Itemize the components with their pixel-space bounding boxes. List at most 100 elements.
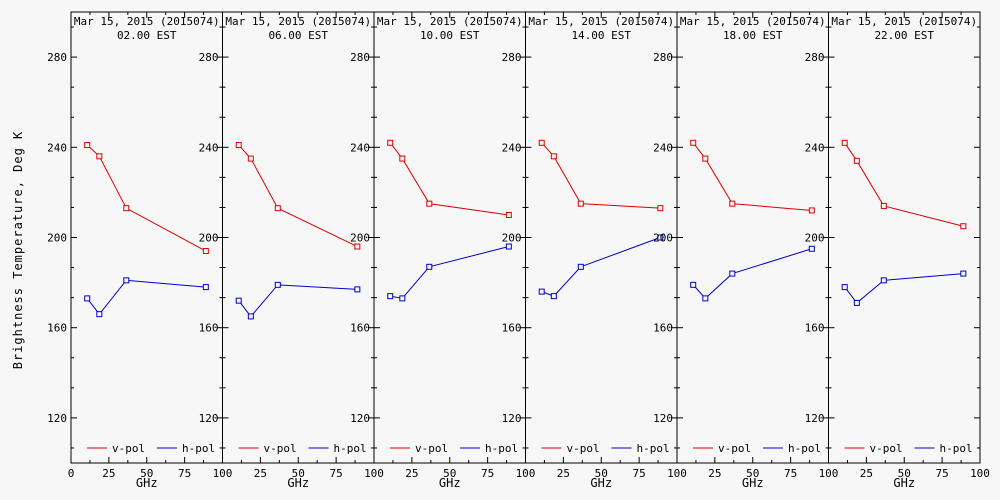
y-tick-label: 240 xyxy=(805,141,825,154)
hpol-line xyxy=(86,279,206,315)
vpol-marker xyxy=(123,205,130,212)
hpol-marker xyxy=(387,293,394,300)
panel-title-time: 02.00 EST xyxy=(117,29,177,42)
vpol-marker xyxy=(354,243,361,250)
hpol-marker xyxy=(354,286,361,293)
vpol-line xyxy=(844,142,964,227)
y-tick-label: 120 xyxy=(653,412,673,425)
x-tick-label: 75 xyxy=(784,467,797,480)
y-tick-label: 160 xyxy=(350,322,370,335)
y-tick-label: 160 xyxy=(653,322,673,335)
panel-title-date: Mar 15, 2015 (2015074) xyxy=(528,15,674,28)
legend-vpol-label: v-pol xyxy=(567,442,600,455)
y-axis-title: Brightness Temperature, Deg K xyxy=(11,131,25,370)
hpol-marker xyxy=(202,284,209,291)
legend-vpol-label: v-pol xyxy=(870,442,903,455)
y-tick-label: 200 xyxy=(805,232,825,245)
hpol-line xyxy=(390,246,509,299)
hpol-line xyxy=(541,237,661,297)
vpol-marker xyxy=(202,248,209,255)
y-tick-label: 160 xyxy=(805,322,825,335)
hpol-marker xyxy=(550,293,557,300)
hpol-marker xyxy=(505,243,512,250)
legend-hpol-label: h-pol xyxy=(182,442,215,455)
x-tick-label: 50 xyxy=(595,467,608,480)
x-tick-label: 25 xyxy=(557,467,570,480)
legend-hpol-label: h-pol xyxy=(637,442,670,455)
x-tick-label: 25 xyxy=(405,467,418,480)
vpol-line xyxy=(389,142,509,216)
vpol-marker xyxy=(702,155,709,162)
x-tick-label: 25 xyxy=(708,467,721,480)
y-tick-label: 120 xyxy=(199,412,219,425)
panel-title-time: 06.00 EST xyxy=(268,29,328,42)
x-tick-label: 75 xyxy=(633,467,646,480)
hpol-marker xyxy=(960,270,967,277)
panel-title-date: Mar 15, 2015 (2015074) xyxy=(680,15,826,28)
y-tick-label: 160 xyxy=(199,322,219,335)
x-tick-label: 50 xyxy=(746,467,759,480)
hpol-marker xyxy=(577,263,584,270)
vpol-marker xyxy=(387,139,394,146)
vpol-marker xyxy=(399,155,406,162)
legend-vpol-label: v-pol xyxy=(112,442,145,455)
x-axis-unit-label: GHz xyxy=(742,476,764,490)
vpol-marker xyxy=(808,207,815,214)
y-tick-label: 280 xyxy=(199,51,219,64)
hpol-marker xyxy=(702,295,709,302)
hpol-marker xyxy=(853,299,860,306)
x-tick-label: 100 xyxy=(213,467,233,480)
vpol-marker xyxy=(690,139,697,146)
hpol-marker xyxy=(538,288,545,295)
x-tick-label: 50 xyxy=(898,467,911,480)
vpol-marker xyxy=(960,223,967,230)
y-tick-label: 200 xyxy=(199,232,219,245)
vpol-marker xyxy=(84,142,91,149)
y-tick-label: 160 xyxy=(47,322,67,335)
y-tick-label: 280 xyxy=(805,51,825,64)
hpol-marker xyxy=(657,234,664,241)
vpol-marker xyxy=(274,205,281,212)
y-tick-label: 120 xyxy=(47,412,67,425)
y-tick-label: 200 xyxy=(47,232,67,245)
legend-vpol-label: v-pol xyxy=(718,442,751,455)
x-tick-label: 25 xyxy=(102,467,115,480)
x-tick-label: 75 xyxy=(481,467,494,480)
x-tick-label: 100 xyxy=(819,467,839,480)
legend-hpol-label: h-pol xyxy=(788,442,821,455)
legend-hpol-label: h-pol xyxy=(334,442,367,455)
y-tick-label: 200 xyxy=(653,232,673,245)
x-tick-label: 100 xyxy=(364,467,384,480)
hpol-marker xyxy=(729,270,736,277)
vpol-marker xyxy=(729,200,736,207)
legend-vpol-label: v-pol xyxy=(264,442,297,455)
y-tick-label: 280 xyxy=(47,51,67,64)
x-tick-label: 75 xyxy=(330,467,343,480)
hpol-marker xyxy=(690,281,697,288)
vpol-line xyxy=(692,142,812,211)
y-tick-label: 120 xyxy=(502,412,522,425)
hpol-marker xyxy=(96,311,103,318)
vpol-marker xyxy=(235,142,242,149)
vpol-marker xyxy=(96,153,103,160)
x-axis-unit-label: GHz xyxy=(439,476,461,490)
legend-vpol-label: v-pol xyxy=(415,442,448,455)
panel-title-date: Mar 15, 2015 (2015074) xyxy=(225,15,371,28)
vpol-line xyxy=(541,142,661,209)
y-tick-label: 120 xyxy=(350,412,370,425)
vpol-line xyxy=(86,144,207,252)
vpol-marker xyxy=(538,139,545,146)
y-tick-label: 280 xyxy=(653,51,673,64)
panel-title-date: Mar 15, 2015 (2015074) xyxy=(74,15,220,28)
y-tick-label: 160 xyxy=(502,322,522,335)
y-tick-label: 240 xyxy=(47,141,67,154)
hpol-marker xyxy=(399,295,406,302)
x-tick-label: 50 xyxy=(292,467,305,480)
x-tick-label: 75 xyxy=(178,467,191,480)
panel-title-date: Mar 15, 2015 (2015074) xyxy=(831,15,977,28)
panel-frame xyxy=(828,11,981,464)
vpol-marker xyxy=(426,200,433,207)
x-tick-label: 25 xyxy=(254,467,267,480)
x-tick-label: 50 xyxy=(443,467,456,480)
hpol-marker xyxy=(123,277,130,284)
